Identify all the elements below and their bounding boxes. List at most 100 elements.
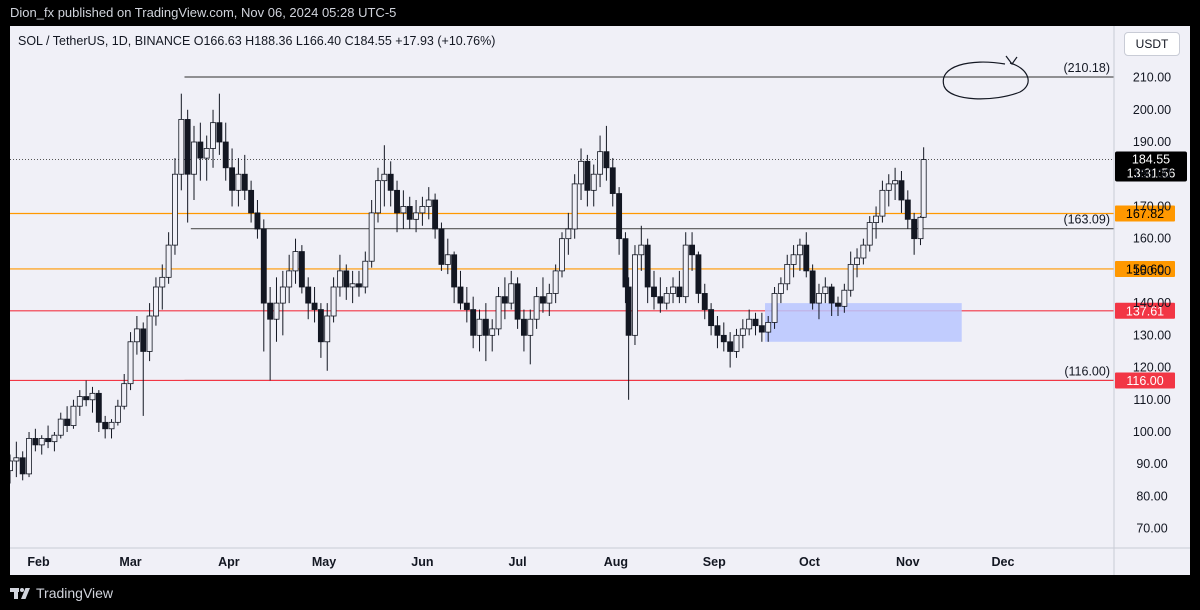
drawn-arrow-annotation[interactable] bbox=[1005, 55, 1018, 66]
candle-body bbox=[533, 296, 540, 320]
candle-body bbox=[203, 148, 210, 159]
candle bbox=[229, 148, 236, 207]
candle-body bbox=[708, 309, 715, 327]
candle bbox=[520, 309, 527, 352]
candle bbox=[32, 428, 39, 452]
candle bbox=[609, 158, 616, 207]
candle bbox=[400, 190, 407, 229]
candle-body bbox=[670, 286, 676, 294]
candle-body bbox=[184, 119, 191, 175]
candle bbox=[578, 148, 584, 200]
candle bbox=[689, 232, 696, 271]
candle-body bbox=[546, 293, 553, 304]
candle-body bbox=[305, 286, 312, 304]
candle-body bbox=[159, 276, 166, 288]
candle-body bbox=[578, 160, 584, 185]
candle bbox=[70, 399, 77, 429]
candle bbox=[790, 245, 797, 278]
candle bbox=[38, 435, 45, 455]
candle bbox=[127, 332, 134, 391]
y-tick-label: 210.00 bbox=[1133, 71, 1171, 85]
candle-body bbox=[324, 315, 331, 343]
candle bbox=[597, 135, 604, 188]
candle bbox=[701, 283, 708, 320]
candle-body bbox=[152, 286, 159, 317]
candle bbox=[892, 167, 899, 200]
candle-body bbox=[777, 283, 784, 294]
candle-body bbox=[559, 238, 565, 272]
candle-body bbox=[651, 286, 657, 298]
candle-body bbox=[133, 328, 140, 343]
chart-panel[interactable]: (210.18) (163.09) (116.00) 167.82 150.60 137.… bbox=[10, 26, 1190, 575]
y-tick-label: 80.00 bbox=[1136, 489, 1167, 503]
candle-body bbox=[286, 270, 293, 288]
candle-body bbox=[165, 244, 172, 278]
candle bbox=[133, 316, 140, 355]
candle-body bbox=[216, 122, 223, 143]
candle-body bbox=[809, 270, 816, 304]
candle bbox=[470, 296, 477, 349]
candle bbox=[254, 200, 261, 239]
candle-body bbox=[508, 283, 515, 304]
candle bbox=[362, 251, 369, 294]
candle bbox=[387, 161, 394, 207]
footer-brand: TradingView bbox=[36, 584, 114, 601]
candle-body bbox=[114, 405, 121, 423]
candle-body bbox=[254, 212, 261, 230]
x-tick-label: Sep bbox=[703, 555, 726, 569]
candle bbox=[76, 390, 83, 416]
candle-body bbox=[267, 302, 274, 320]
candle-body bbox=[898, 180, 905, 201]
candle-body bbox=[822, 286, 829, 294]
candle-body bbox=[70, 405, 77, 426]
currency-button[interactable]: USDT bbox=[1124, 32, 1180, 56]
candle-body bbox=[482, 318, 489, 336]
candle-body bbox=[413, 212, 420, 220]
drawn-circle-annotation[interactable] bbox=[942, 61, 1029, 100]
candle bbox=[114, 399, 121, 426]
candle bbox=[457, 270, 464, 310]
candle bbox=[279, 270, 286, 336]
candle bbox=[904, 190, 911, 229]
candle bbox=[305, 277, 312, 320]
candle-body bbox=[343, 270, 350, 288]
price-chart[interactable]: (210.18) (163.09) (116.00) 167.82 150.60 137.… bbox=[10, 26, 1190, 575]
candle-body bbox=[904, 199, 911, 220]
candle bbox=[739, 319, 746, 349]
demand-zone-rectangle[interactable] bbox=[765, 303, 962, 342]
candle bbox=[657, 277, 664, 313]
candle-body bbox=[13, 457, 20, 462]
candle bbox=[368, 200, 375, 268]
candle bbox=[235, 158, 242, 207]
candle-body bbox=[866, 222, 873, 246]
candle-body bbox=[860, 244, 867, 259]
candle bbox=[292, 238, 299, 284]
candle-body bbox=[248, 189, 255, 214]
candle bbox=[920, 147, 927, 219]
candle bbox=[311, 287, 318, 323]
candle-body bbox=[527, 318, 534, 336]
candle-body bbox=[790, 254, 797, 265]
candle-body bbox=[739, 328, 746, 336]
candle bbox=[625, 277, 632, 400]
candle bbox=[191, 125, 197, 200]
candle bbox=[356, 270, 362, 297]
candle-body bbox=[470, 309, 477, 336]
countdown-timer: 13:31:56 bbox=[1127, 167, 1176, 181]
current-price-tag bbox=[1115, 151, 1187, 182]
candle-body bbox=[495, 296, 502, 330]
y-tick-label: 120.00 bbox=[1133, 361, 1171, 375]
price-axis-tag bbox=[1115, 260, 1175, 277]
candle bbox=[381, 145, 388, 207]
candle bbox=[432, 193, 439, 239]
candle bbox=[45, 425, 52, 449]
candle bbox=[336, 254, 343, 297]
candle bbox=[508, 270, 515, 310]
candle-body bbox=[765, 322, 772, 333]
y-tick-label: 130.00 bbox=[1133, 328, 1171, 342]
candle bbox=[463, 287, 470, 323]
candle bbox=[733, 328, 740, 358]
candle-body bbox=[622, 238, 629, 288]
candle bbox=[866, 216, 873, 252]
candle-body bbox=[644, 244, 651, 288]
